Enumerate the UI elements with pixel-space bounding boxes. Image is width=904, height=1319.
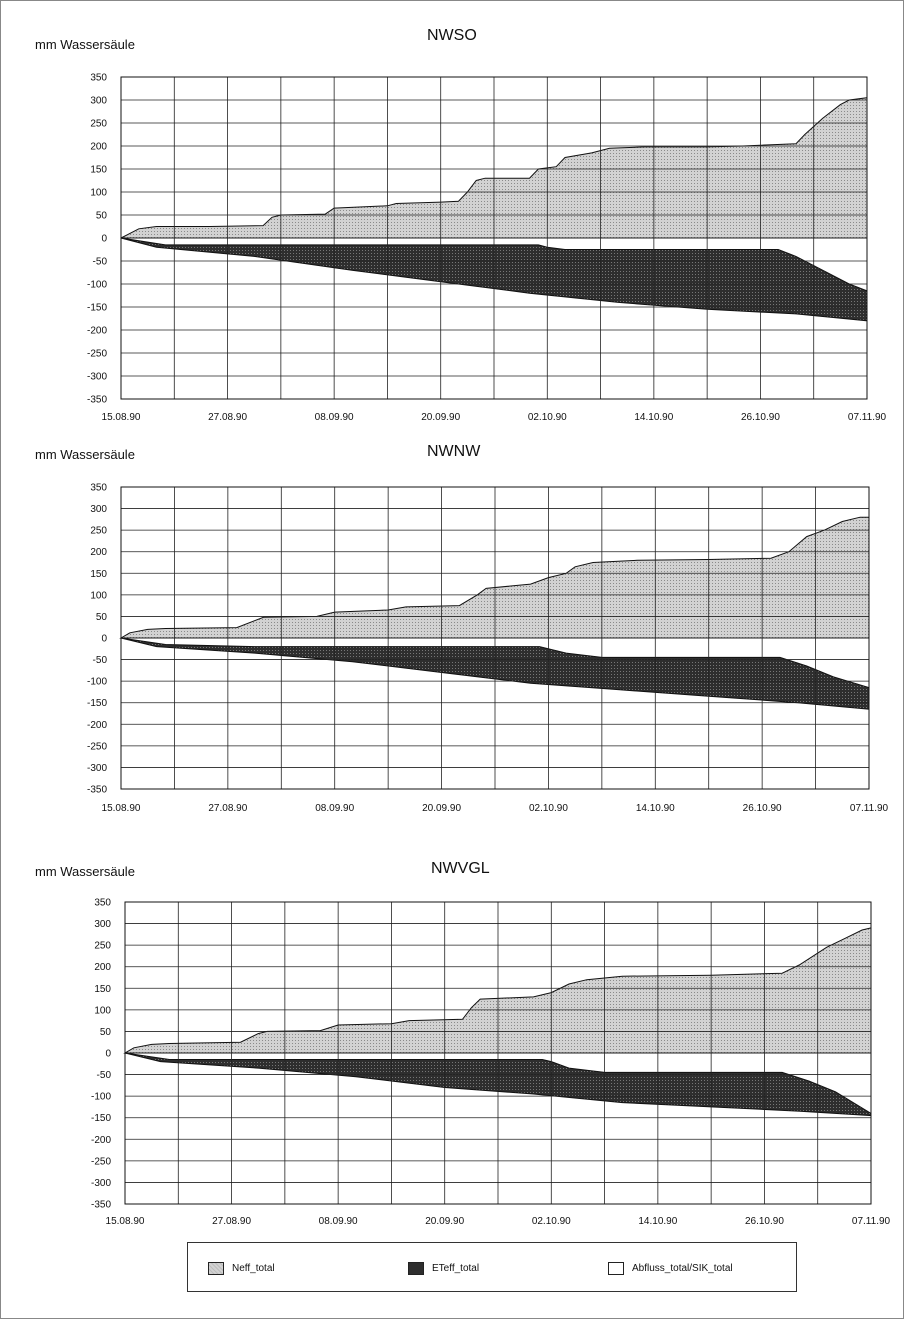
y-tick-label: -50	[97, 1070, 112, 1081]
y-tick-label: -350	[87, 395, 107, 406]
y-tick-label: -150	[87, 698, 107, 709]
y-tick-label: 50	[96, 612, 108, 623]
y-tick-label: 350	[94, 898, 111, 909]
legend-swatch	[608, 1261, 624, 1275]
x-tick-label: 14.10.90	[638, 1216, 677, 1227]
legend-label: Abfluss_total/SIK_total	[632, 1262, 733, 1274]
y-tick-label: 350	[90, 483, 107, 494]
y-tick-label: 300	[94, 919, 111, 930]
y-tick-label: 150	[90, 165, 107, 176]
y-tick-label: -250	[91, 1156, 111, 1167]
y-tick-label: 0	[101, 634, 107, 645]
x-tick-label: 07.11.90	[850, 803, 889, 814]
x-tick-label: 15.08.90	[102, 412, 141, 423]
y-tick-label: -100	[87, 677, 107, 688]
y-tick-label: 0	[105, 1049, 111, 1060]
chart-legend: Neff_total ETeff_total Abfluss_total/SIK…	[187, 1242, 797, 1292]
y-tick-label: 350	[90, 73, 107, 84]
x-tick-label: 02.10.90	[528, 412, 567, 423]
y-tick-label: 50	[100, 1027, 112, 1038]
x-tick-label: 02.10.90	[529, 803, 568, 814]
y-tick-label: 250	[90, 526, 107, 537]
x-tick-label: 08.09.90	[315, 412, 354, 423]
legend-item-abfluss: Abfluss_total/SIK_total	[608, 1260, 733, 1276]
x-tick-label: 15.08.90	[102, 803, 141, 814]
y-tick-label: -250	[87, 349, 107, 360]
x-tick-label: 20.09.90	[425, 1216, 464, 1227]
y-tick-label: 300	[90, 96, 107, 107]
area-neff-total	[119, 516, 870, 639]
y-tick-label: -300	[87, 763, 107, 774]
legend-item-neff: Neff_total	[208, 1260, 275, 1276]
y-tick-label: 50	[96, 211, 108, 222]
y-tick-label: -150	[91, 1113, 111, 1124]
x-tick-label: 27.08.90	[208, 803, 247, 814]
y-tick-label: 200	[90, 142, 107, 153]
area-neff-total	[123, 927, 872, 1054]
y-tick-label: -350	[87, 785, 107, 796]
plot-frame	[120, 76, 868, 400]
chart-panel-nwso: mm Wassersäule NWSO 350 300 250 200 150 100 50…	[1, 21, 904, 431]
chart-title: NWVGL	[431, 860, 490, 877]
x-tick-label: 15.08.90	[106, 1216, 145, 1227]
legend-label: ETeff_total	[432, 1262, 480, 1274]
x-tick-label: 14.10.90	[636, 803, 675, 814]
legend-swatch	[408, 1261, 424, 1275]
y-tick-label: 100	[90, 590, 107, 601]
y-tick-label: -300	[87, 372, 107, 383]
y-tick-label: -100	[87, 280, 107, 291]
legend-item-eteff: ETeff_total	[408, 1260, 479, 1276]
y-tick-label: 150	[90, 569, 107, 580]
y-tick-label: -350	[91, 1200, 111, 1211]
y-axis-label: mm Wassersäule	[35, 864, 135, 879]
chart-title: NWNW	[427, 443, 481, 460]
y-tick-label: 200	[90, 547, 107, 558]
x-tick-label: 27.08.90	[212, 1216, 251, 1227]
y-tick-label: -50	[93, 655, 108, 666]
y-tick-label: -150	[87, 303, 107, 314]
y-axis-label: mm Wassersäule	[35, 447, 135, 462]
x-tick-label: 27.08.90	[208, 412, 247, 423]
y-axis-label: mm Wassersäule	[35, 37, 135, 52]
chart-panel-nwnw: mm Wassersäule NWNW 350 300 250 200 150 100 50…	[1, 439, 904, 849]
x-tick-label: 26.10.90	[741, 412, 780, 423]
plot-frame	[120, 486, 870, 790]
x-tick-label: 07.11.90	[848, 412, 887, 423]
y-tick-label: -100	[91, 1092, 111, 1103]
y-tick-label: 250	[94, 941, 111, 952]
y-tick-label: 0	[101, 234, 107, 245]
chart-panel-nwvgl: mm Wassersäule NWVGL 350 300 250 200 150 100 5…	[1, 854, 904, 1264]
legend-swatch	[208, 1261, 224, 1275]
x-tick-label: 14.10.90	[634, 412, 673, 423]
chart-plot-nwnw: 350 300 250 200 150 100 50 0 -50 -100 -150 -200 -250…	[87, 483, 889, 815]
y-tick-label: 200	[94, 962, 111, 973]
y-tick-label: 150	[94, 984, 111, 995]
chart-plot-nwso: 350 300 250 200 150 100 50 0 -50 -100 -150 -200 -250…	[87, 73, 887, 424]
y-tick-label: -200	[87, 326, 107, 337]
y-tick-label: 250	[90, 119, 107, 130]
x-tick-label: 26.10.90	[743, 803, 782, 814]
chart-title: NWSO	[427, 27, 477, 44]
y-tick-label: 300	[90, 504, 107, 515]
plot-frame	[124, 901, 872, 1205]
legend-label: Neff_total	[232, 1262, 275, 1274]
x-tick-label: 08.09.90	[315, 803, 354, 814]
y-tick-label: -300	[91, 1178, 111, 1189]
x-tick-label: 02.10.90	[532, 1216, 571, 1227]
x-tick-label: 07.11.90	[852, 1216, 891, 1227]
y-tick-label: -50	[93, 257, 108, 268]
x-tick-label: 20.09.90	[422, 803, 461, 814]
x-tick-label: 20.09.90	[421, 412, 460, 423]
y-tick-label: -250	[87, 741, 107, 752]
y-tick-label: 100	[90, 188, 107, 199]
x-tick-label: 26.10.90	[745, 1216, 784, 1227]
y-tick-label: 100	[94, 1005, 111, 1016]
chart-plot-nwvgl: 350 300 250 200 150 100 50 0 -50 -100 -150 -200 -250…	[91, 898, 891, 1228]
x-tick-label: 08.09.90	[319, 1216, 358, 1227]
y-tick-label: -200	[91, 1135, 111, 1146]
y-tick-label: -200	[87, 720, 107, 731]
